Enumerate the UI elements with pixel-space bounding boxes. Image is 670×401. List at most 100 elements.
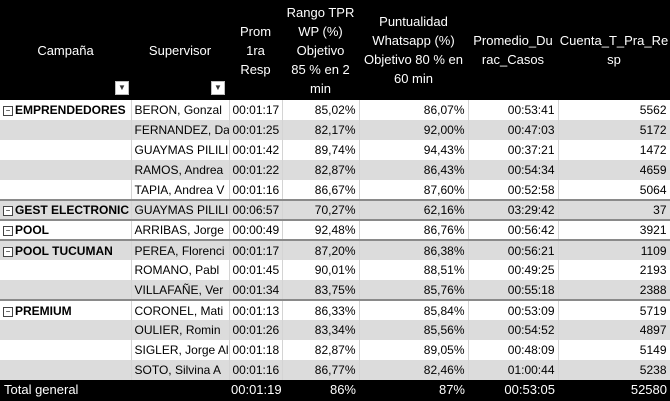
cuenta-cell[interactable]: 1472 [558, 140, 670, 160]
campana-filter-dropdown-icon[interactable]: ▼ [115, 81, 129, 95]
table-row[interactable]: ROMANO, Pabl 00:01:45 90,01% 88,51% 00:49:25… [0, 260, 670, 280]
cuenta-cell[interactable]: 3921 [558, 219, 670, 240]
prom-1ra-resp-cell[interactable]: 00:01:25 [229, 120, 283, 140]
campana-cell[interactable] [0, 260, 132, 280]
rango-tpr-cell[interactable]: 87,20% [282, 239, 360, 260]
cuenta-cell[interactable]: 5562 [558, 100, 670, 120]
prom-1ra-resp-cell[interactable]: 00:01:18 [229, 340, 283, 360]
supervisor-cell[interactable]: FERNANDEZ, Da [131, 120, 230, 140]
campana-cell[interactable] [0, 320, 132, 340]
campana-cell[interactable] [0, 340, 132, 360]
rango-tpr-cell[interactable]: 90,01% [282, 260, 360, 280]
promedio-durac-cell[interactable]: 00:52:58 [468, 180, 559, 200]
supervisor-cell[interactable]: GUAYMAS PILILI [131, 140, 230, 160]
puntualidad-cell[interactable]: 86,38% [359, 239, 469, 260]
rango-tpr-cell[interactable]: 86,67% [282, 180, 360, 200]
cuenta-cell[interactable]: 5149 [558, 340, 670, 360]
prom-1ra-resp-cell[interactable]: 00:01:13 [229, 299, 283, 320]
campana-cell[interactable]: − PREMIUM [0, 299, 132, 320]
puntualidad-cell[interactable]: 87,60% [359, 180, 469, 200]
table-row[interactable]: TAPIA, Andrea V 00:01:16 86,67% 87,60% 00:52… [0, 180, 670, 200]
header-campana[interactable]: Campaña [37, 42, 94, 58]
puntualidad-cell[interactable]: 62,16% [359, 199, 469, 220]
table-row[interactable]: − PREMIUM CORONEL, Mati 00:01:13 86,33% 85,84… [0, 299, 670, 320]
collapse-icon[interactable]: − [3, 306, 13, 317]
cuenta-cell[interactable]: 5172 [558, 120, 670, 140]
puntualidad-cell[interactable]: 85,84% [359, 299, 469, 320]
promedio-durac-cell[interactable]: 00:49:25 [468, 260, 559, 280]
campana-cell[interactable] [0, 360, 132, 380]
promedio-durac-cell[interactable]: 00:56:21 [468, 239, 559, 260]
cuenta-cell[interactable]: 5064 [558, 180, 670, 200]
promedio-durac-cell[interactable]: 00:53:41 [468, 100, 559, 120]
prom-1ra-resp-cell[interactable]: 00:01:34 [229, 280, 283, 300]
table-row[interactable]: SIGLER, Jorge Al 00:01:18 82,87% 89,05% 00:4… [0, 340, 670, 360]
supervisor-cell[interactable]: RAMOS, Andrea [131, 160, 230, 180]
prom-1ra-resp-cell[interactable]: 00:01:22 [229, 160, 283, 180]
campana-cell[interactable] [0, 280, 132, 300]
table-row[interactable]: SOTO, Silvina A 00:01:16 86,77% 82,46% 01:00… [0, 360, 670, 380]
campana-cell[interactable] [0, 120, 132, 140]
collapse-icon[interactable]: − [3, 106, 13, 116]
prom-1ra-resp-cell[interactable]: 00:01:17 [229, 239, 283, 260]
campana-cell[interactable] [0, 160, 132, 180]
cuenta-cell[interactable]: 5238 [558, 360, 670, 380]
rango-tpr-cell[interactable]: 89,74% [282, 140, 360, 160]
collapse-icon[interactable]: − [3, 206, 13, 216]
supervisor-cell[interactable]: CORONEL, Mati [131, 299, 230, 320]
campana-cell[interactable] [0, 140, 132, 160]
rango-tpr-cell[interactable]: 83,34% [282, 320, 360, 340]
puntualidad-cell[interactable]: 88,51% [359, 260, 469, 280]
campana-cell[interactable]: − GEST ELECTRONIC [0, 199, 132, 220]
cuenta-cell[interactable]: 4659 [558, 160, 670, 180]
table-row[interactable]: VILLAFAÑE, Ver 00:01:34 83,75% 85,76% 00:55:… [0, 280, 670, 300]
rango-tpr-cell[interactable]: 86,33% [282, 299, 360, 320]
supervisor-cell[interactable]: ROMANO, Pabl [131, 260, 230, 280]
promedio-durac-cell[interactable]: 00:48:09 [468, 340, 559, 360]
rango-tpr-cell[interactable]: 82,17% [282, 120, 360, 140]
prom-1ra-resp-cell[interactable]: 00:01:42 [229, 140, 283, 160]
promedio-durac-cell[interactable]: 00:56:42 [468, 219, 559, 240]
header-puntualidad[interactable]: Puntualidad Whatsapp (%) Objetivo 80 % e… [359, 0, 468, 100]
prom-1ra-resp-cell[interactable]: 00:01:45 [229, 260, 283, 280]
supervisor-cell[interactable]: TAPIA, Andrea V [131, 180, 230, 200]
promedio-durac-cell[interactable]: 00:54:34 [468, 160, 559, 180]
supervisor-filter-dropdown-icon[interactable]: ▼ [211, 81, 225, 95]
prom-1ra-resp-cell[interactable]: 00:01:16 [229, 180, 283, 200]
supervisor-cell[interactable]: PEREA, Florenci [131, 239, 230, 260]
cuenta-cell[interactable]: 2193 [558, 260, 670, 280]
puntualidad-cell[interactable]: 86,76% [359, 219, 469, 240]
rango-tpr-cell[interactable]: 82,87% [282, 160, 360, 180]
puntualidad-cell[interactable]: 85,76% [359, 280, 469, 300]
puntualidad-cell[interactable]: 89,05% [359, 340, 469, 360]
header-prom-1ra-resp[interactable]: Prom 1ra Resp [229, 0, 282, 100]
rango-tpr-cell[interactable]: 82,87% [282, 340, 360, 360]
prom-1ra-resp-cell[interactable]: 00:06:57 [229, 199, 283, 220]
supervisor-cell[interactable]: SIGLER, Jorge Al [131, 340, 230, 360]
rango-tpr-cell[interactable]: 86,77% [282, 360, 360, 380]
supervisor-cell[interactable]: BERON, Gonzal [131, 100, 230, 120]
supervisor-cell[interactable]: GUAYMAS PILILI [131, 199, 230, 220]
promedio-durac-cell[interactable]: 00:37:21 [468, 140, 559, 160]
puntualidad-cell[interactable]: 86,43% [359, 160, 469, 180]
promedio-durac-cell[interactable]: 01:00:44 [468, 360, 559, 380]
puntualidad-cell[interactable]: 86,07% [359, 100, 469, 120]
puntualidad-cell[interactable]: 82,46% [359, 360, 469, 380]
prom-1ra-resp-cell[interactable]: 00:01:16 [229, 360, 283, 380]
puntualidad-cell[interactable]: 94,43% [359, 140, 469, 160]
prom-1ra-resp-cell[interactable]: 00:01:17 [229, 100, 283, 120]
supervisor-cell[interactable]: OULIER, Romin [131, 320, 230, 340]
promedio-durac-cell[interactable]: 00:47:03 [468, 120, 559, 140]
cuenta-cell[interactable]: 5719 [558, 299, 670, 320]
table-row[interactable]: OULIER, Romin 00:01:26 83,34% 85,56% 00:54:5… [0, 320, 670, 340]
table-row[interactable]: − POOL TUCUMAN PEREA, Florenci 00:01:17 87,2… [0, 239, 670, 260]
rango-tpr-cell[interactable]: 85,02% [282, 100, 360, 120]
cuenta-cell[interactable]: 4897 [558, 320, 670, 340]
table-row[interactable]: − GEST ELECTRONIC GUAYMAS PILILI 00:06:57 70… [0, 199, 670, 220]
cuenta-cell[interactable]: 1109 [558, 239, 670, 260]
promedio-durac-cell[interactable]: 00:54:52 [468, 320, 559, 340]
table-row[interactable]: GUAYMAS PILILI 00:01:42 89,74% 94,43% 00:37:… [0, 140, 670, 160]
prom-1ra-resp-cell[interactable]: 00:01:26 [229, 320, 283, 340]
promedio-durac-cell[interactable]: 00:53:09 [468, 299, 559, 320]
campana-cell[interactable]: − POOL TUCUMAN [0, 239, 132, 260]
